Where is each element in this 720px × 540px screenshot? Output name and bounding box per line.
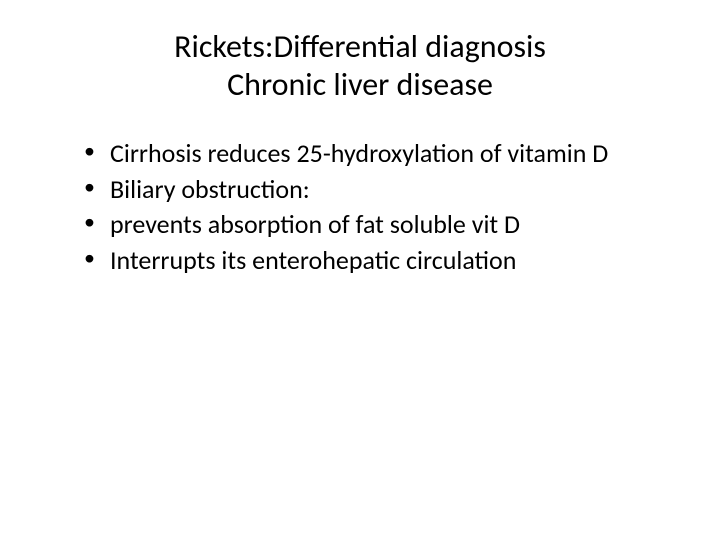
list-item: prevents absorption of fat soluble vit D (80, 208, 660, 242)
slide-title-line2: Chronic liver disease (60, 66, 660, 104)
bullet-list: Cirrhosis reduces 25-hydroxylation of vi… (60, 137, 660, 278)
slide-title-block: Rickets:Differential diagnosis Chronic l… (60, 28, 660, 105)
slide-title-line1: Rickets:Differential diagnosis (60, 28, 660, 66)
slide-container: Rickets:Differential diagnosis Chronic l… (0, 0, 720, 540)
list-item: Biliary obstruction: (80, 173, 660, 207)
list-item: Cirrhosis reduces 25-hydroxylation of vi… (80, 137, 660, 171)
list-item: Interrupts its enterohepatic circulation (80, 244, 660, 278)
